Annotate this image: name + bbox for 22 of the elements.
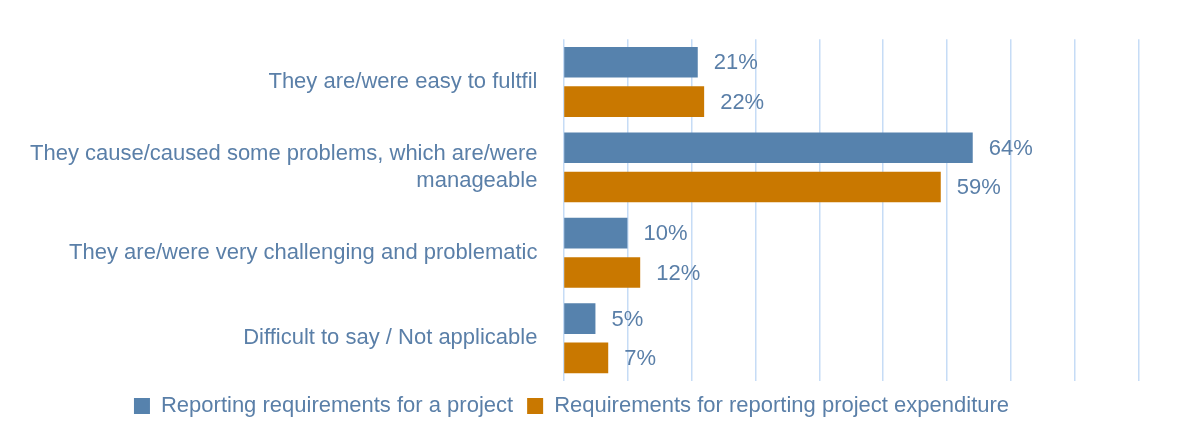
data-label: 12%: [656, 259, 701, 285]
legend-label: Requirements for reporting project expenditure: [554, 392, 1010, 418]
y-tick-label: They are/were very challenging and problematic: [69, 238, 538, 264]
data-label: 7%: [624, 344, 657, 370]
bar: [564, 217, 628, 249]
data-label: 64%: [988, 134, 1033, 160]
data-label: 22%: [720, 88, 765, 114]
data-label: 59%: [956, 174, 1001, 200]
data-label: 21%: [713, 49, 758, 75]
bar: [564, 46, 698, 78]
bar: [564, 171, 941, 203]
bar: [564, 257, 641, 288]
bar: [564, 132, 973, 164]
y-tick-label: They cause/caused some problems, which are/were manageable: [29, 140, 538, 192]
data-label: 5%: [611, 305, 644, 331]
y-tick-label: Difficult to say / Not applicable: [243, 324, 538, 350]
bar: [564, 303, 596, 334]
bar: [564, 342, 609, 374]
legend-label: Reporting requirements for a project: [160, 392, 514, 418]
data-label: 10%: [643, 220, 688, 246]
bar: [564, 86, 705, 117]
y-tick-label: They are/were easy to fultfil: [268, 67, 538, 93]
